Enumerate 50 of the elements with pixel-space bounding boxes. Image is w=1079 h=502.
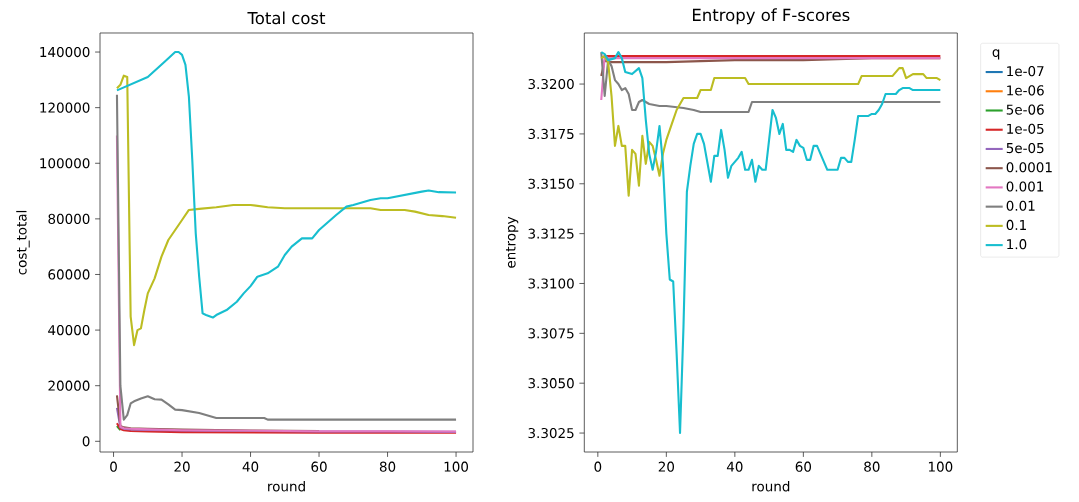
legend-label: 0.01	[1006, 200, 1035, 211]
x-axis-title: round	[752, 481, 790, 492]
y-axis-title: entropy	[505, 216, 519, 268]
x-tick-label: 80	[864, 461, 880, 472]
line-series	[600, 51, 942, 114]
legend-label: 0.001	[1006, 181, 1044, 192]
legend-label: 1.0	[1007, 239, 1027, 250]
x-tick-label: 100	[444, 461, 469, 472]
line-series	[600, 51, 942, 435]
y-tick-label: 0	[82, 436, 90, 447]
legend-label: 0.1	[1006, 219, 1026, 231]
legend-label: 0.0001	[1006, 162, 1052, 173]
x-tick-label: 40	[726, 461, 743, 472]
y-tick-label: 120000	[40, 102, 90, 113]
legend-label: 5e-05	[1006, 142, 1044, 154]
y-tick-label: 3.3150	[528, 178, 574, 189]
y-tick-label: 3.3050	[528, 378, 574, 389]
x-tick-label: 40	[242, 461, 259, 472]
x-tick-label: 60	[795, 461, 812, 472]
y-tick-label: 3.3175	[528, 128, 574, 140]
y-tick-label: 100000	[40, 158, 90, 169]
legend-label: 1e-06	[1007, 85, 1044, 96]
y-tick-label: 140000	[40, 46, 90, 58]
y-tick-label: 3.3125	[528, 228, 574, 239]
legend-title: q	[992, 49, 1000, 60]
legend-label: 1e-07	[1007, 66, 1044, 77]
line-series	[115, 93, 458, 421]
x-tick-label: 60	[311, 461, 327, 472]
y-tick-label: 80000	[48, 213, 90, 224]
x-axis-title: round	[268, 481, 305, 492]
legend-label: 5e-06	[1006, 104, 1044, 115]
y-tick-label: 3.3075	[528, 328, 574, 339]
x-tick-label: 20	[658, 461, 675, 472]
x-tick-label: 0	[594, 461, 602, 472]
legend-label: 1e-05	[1007, 123, 1044, 134]
y-tick-label: 60000	[48, 269, 90, 280]
chart-title: Total cost	[247, 11, 326, 25]
y-axis-title: cost_total	[16, 210, 30, 275]
y-tick-label: 3.3100	[528, 278, 574, 289]
line-series	[600, 55, 942, 197]
y-tick-label: 3.3025	[528, 427, 574, 439]
x-tick-label: 100	[928, 461, 953, 472]
x-tick-label: 20	[174, 461, 190, 472]
line-series	[115, 74, 458, 347]
chart-title: Entropy of F-scores	[692, 8, 850, 25]
y-tick-label: 3.3200	[528, 78, 574, 90]
y-tick-label: 20000	[48, 380, 90, 391]
y-tick-label: 40000	[48, 324, 90, 336]
x-tick-label: 0	[110, 461, 117, 472]
x-tick-label: 80	[379, 461, 396, 472]
